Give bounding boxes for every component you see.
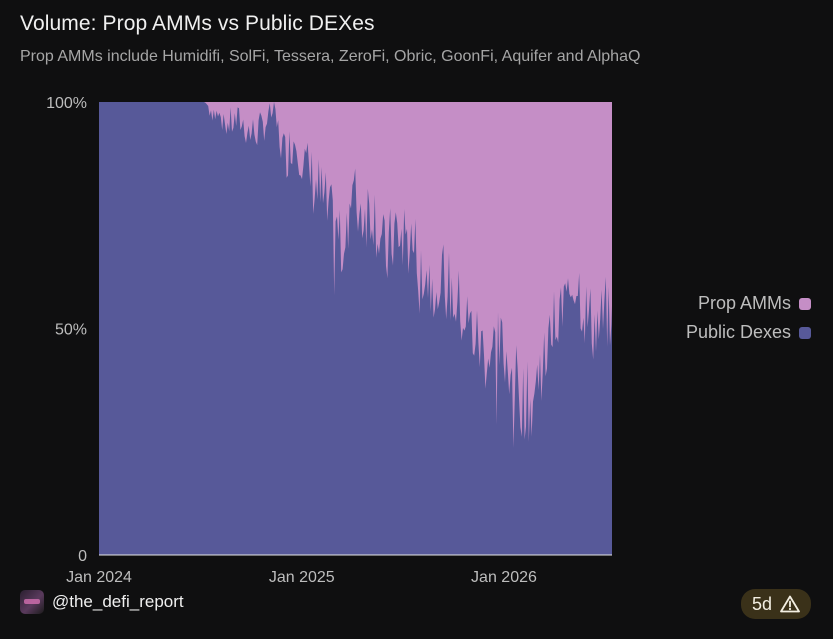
x-tick-label: Jan 2026: [471, 569, 537, 586]
author-handle-text: @the_defi_report: [52, 592, 184, 611]
x-tick-label: Jan 2024: [66, 569, 132, 586]
author-handle[interactable]: @the_defi_report: [20, 590, 184, 614]
chart-subtitle: Prop AMMs include Humidifi, SolFi, Tesse…: [20, 48, 641, 65]
avatar: [20, 590, 44, 614]
legend-label-public: Public Dexes: [685, 322, 791, 342]
warning-triangle-icon: [780, 595, 800, 613]
legend-swatch-prop: [799, 297, 811, 310]
axes: 0 50% 100% Jan 2024 Jan 2025 Jan 2026: [46, 95, 612, 586]
age-badge-label: 5d: [751, 593, 773, 614]
legend-label-prop: Prop AMMs: [697, 293, 791, 313]
legend-swatch-public: [799, 326, 811, 339]
age-badge[interactable]: 5d: [741, 589, 811, 619]
y-tick-label: 0: [78, 548, 87, 565]
x-tick-label: Jan 2025: [269, 569, 335, 586]
chart-title: Volume: Prop AMMs vs Public DEXes: [20, 12, 375, 35]
legend-item-public[interactable]: Public Dexes: [686, 318, 811, 347]
series-area-public-dexes: [99, 102, 612, 555]
y-tick-label: 100%: [46, 95, 87, 112]
legend: Prop AMMs Public Dexes: [686, 289, 811, 347]
y-tick-label: 50%: [55, 322, 87, 339]
legend-item-prop[interactable]: Prop AMMs: [686, 289, 811, 318]
plot-area: [99, 102, 612, 555]
